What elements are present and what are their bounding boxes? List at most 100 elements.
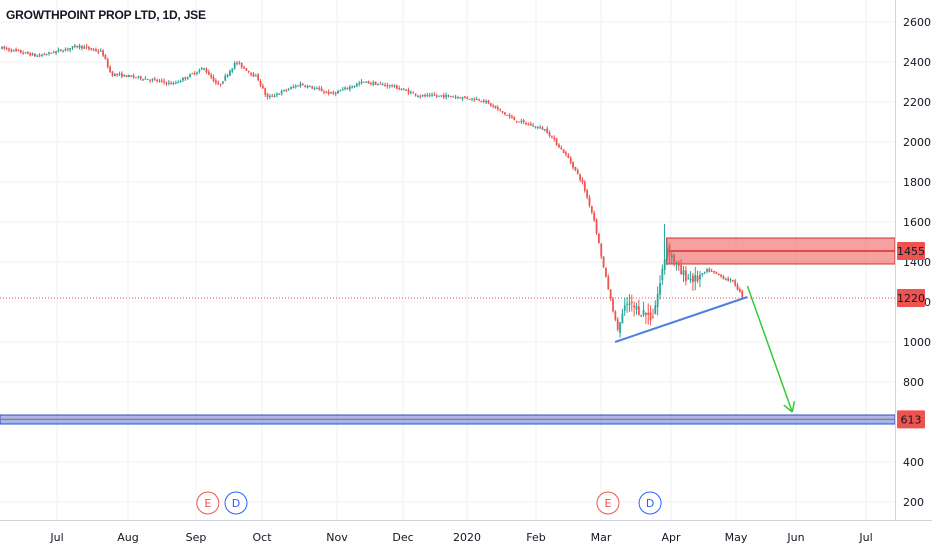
y-tick-label: 800 <box>903 376 924 389</box>
candle-body <box>539 127 542 129</box>
candle-body <box>593 212 596 221</box>
x-tick-label: Apr <box>661 531 681 544</box>
candle-body <box>407 89 410 94</box>
candle-body <box>276 93 278 96</box>
event-marker-label: E <box>604 497 611 510</box>
candle-body <box>391 85 393 87</box>
candle-body <box>405 89 408 91</box>
candle-body <box>45 54 48 56</box>
candle-body <box>647 312 650 315</box>
candle-body <box>489 103 492 106</box>
candle-body <box>684 270 687 281</box>
candle-body <box>212 76 215 81</box>
candle-body <box>320 88 323 92</box>
candle-body <box>398 88 401 90</box>
candle-body <box>605 267 607 277</box>
candle-body <box>88 46 90 49</box>
candle-body <box>163 80 166 83</box>
candle-body <box>520 120 523 122</box>
candle-body <box>734 280 737 286</box>
candle-body <box>158 80 161 82</box>
y-axis: 2004006008001000120014001600180020002200… <box>895 0 932 550</box>
candle-body <box>630 301 633 303</box>
candle-body <box>527 124 530 126</box>
candle-body <box>257 74 260 81</box>
earnings-event-marker <box>596 491 620 515</box>
candle-body <box>24 52 27 54</box>
x-tick-label: Sep <box>186 531 207 544</box>
candle-body <box>172 82 175 84</box>
candle-body <box>588 197 591 206</box>
candle-body <box>165 82 168 84</box>
candle-body <box>652 317 654 319</box>
candle-body <box>682 270 685 275</box>
candle-body <box>132 75 135 78</box>
candle-body <box>724 278 727 280</box>
candle-body <box>363 81 365 83</box>
candle-body <box>372 82 375 85</box>
candle-body <box>626 303 628 305</box>
candle-body <box>384 84 386 86</box>
candlestick-series <box>1 43 744 338</box>
candle-body <box>482 100 485 102</box>
candle-body <box>62 51 64 53</box>
candle-body <box>675 262 678 264</box>
candle-body <box>661 268 664 281</box>
candle-body <box>487 100 490 104</box>
candle-body <box>699 274 701 280</box>
candle-body <box>468 98 471 100</box>
candle-body <box>656 293 659 307</box>
candle-body <box>717 273 720 276</box>
candle-body <box>179 80 182 83</box>
y-tick-label: 2600 <box>903 16 931 29</box>
candle-body <box>689 278 692 281</box>
candle-body <box>501 111 504 113</box>
candle-body <box>271 95 274 97</box>
candle-body <box>572 161 574 168</box>
candle-body <box>457 97 459 99</box>
candle-body <box>701 273 704 275</box>
event-marker-label: E <box>204 497 211 510</box>
candle-body <box>355 83 358 86</box>
candle-body <box>15 49 17 51</box>
last-price-badge-text: 1220 <box>897 292 925 305</box>
x-tick-label: Mar <box>591 531 612 544</box>
candle-body <box>236 62 238 64</box>
candle-body <box>48 52 50 54</box>
candle-body <box>12 49 15 51</box>
candle-body <box>393 85 396 87</box>
candle-body <box>207 71 210 76</box>
candle-body <box>308 86 311 88</box>
x-axis: Jul Aug Sep Oct Nov Dec 2020 Feb Mar Apr May Jun Jul <box>0 520 932 544</box>
candle-body <box>285 90 288 92</box>
candle-body <box>160 80 163 82</box>
candle-body <box>680 264 683 275</box>
candle-body <box>654 305 657 315</box>
chart-title: GROWTHPOINT PROP LTD, 1D, JSE <box>6 8 206 22</box>
candle-body <box>590 206 593 213</box>
x-tick-label: Jul <box>858 531 872 544</box>
candle-body <box>598 233 600 244</box>
candle-body <box>292 86 295 88</box>
candle-body <box>59 49 62 51</box>
candle-body <box>252 73 255 77</box>
candle-body <box>370 83 372 85</box>
candle-body <box>739 289 741 292</box>
candle-body <box>139 76 142 79</box>
candle-body <box>445 94 448 98</box>
candle-body <box>311 86 314 89</box>
candle-body <box>128 75 130 77</box>
y-tick-label: 2200 <box>903 96 931 109</box>
candle-body <box>461 97 464 99</box>
candle-body <box>210 74 213 78</box>
candle-body <box>492 105 495 107</box>
candle-body <box>619 322 621 333</box>
candle-body <box>508 114 511 117</box>
candle-body <box>261 85 264 89</box>
candle-body <box>595 219 598 233</box>
candle-body <box>659 283 661 295</box>
candle-body <box>410 92 412 94</box>
candle-body <box>102 50 104 56</box>
candle-body <box>534 126 537 128</box>
